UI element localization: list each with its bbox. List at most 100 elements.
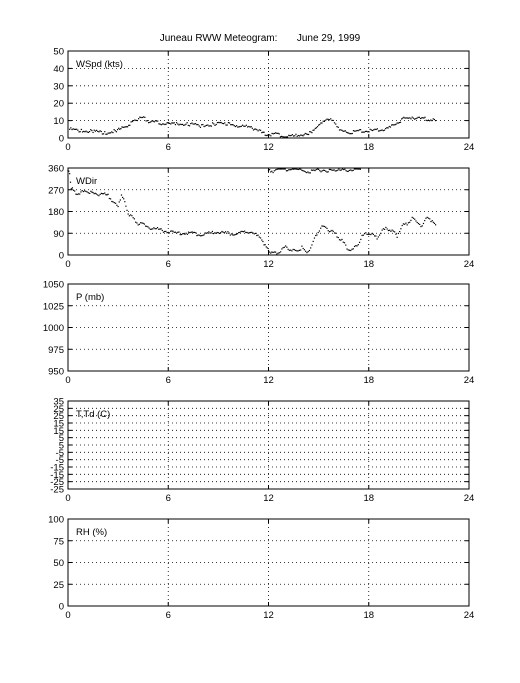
wspd-data-point bbox=[180, 123, 182, 126]
wspd-y-tick-label: 30 bbox=[53, 81, 64, 92]
wdir-data-point bbox=[137, 224, 139, 226]
wspd-data-point bbox=[91, 129, 93, 132]
wdir-data-point bbox=[292, 248, 294, 251]
wdir-data-point bbox=[305, 250, 307, 252]
wdir-data-point bbox=[126, 209, 128, 211]
wspd-data-point bbox=[364, 130, 367, 133]
wspd-data-point bbox=[137, 118, 140, 120]
wdir-data-point bbox=[414, 218, 416, 220]
wdir-data-point bbox=[430, 220, 432, 223]
wdir-data-point bbox=[99, 193, 101, 195]
wdir-data-point bbox=[247, 232, 249, 234]
wdir-data-point bbox=[239, 231, 241, 234]
rh-x-tick-label: 0 bbox=[65, 610, 70, 621]
wspd-data-point bbox=[368, 131, 370, 133]
wspd-data-point bbox=[302, 135, 304, 137]
wspd-data-point bbox=[243, 125, 245, 127]
wdir-panel-label: WDir bbox=[76, 176, 97, 187]
wdir-data-point bbox=[69, 173, 71, 175]
wspd-data-point bbox=[70, 127, 72, 129]
wdir-data-point bbox=[87, 192, 90, 194]
wspd-data-point bbox=[160, 124, 162, 126]
wspd-data-point bbox=[379, 130, 381, 132]
wspd-data-point bbox=[185, 123, 187, 125]
wdir-data-point bbox=[320, 227, 322, 229]
wdir-data-point bbox=[275, 251, 277, 253]
pressure-y-tick-label: 1050 bbox=[43, 280, 64, 291]
wdir-data-point bbox=[278, 252, 280, 254]
wspd-data-point bbox=[121, 126, 123, 128]
wdir-data-point bbox=[429, 218, 431, 220]
wdir-data-point bbox=[131, 215, 133, 217]
wdir-data-point bbox=[160, 228, 162, 230]
wdir-data-point bbox=[191, 231, 193, 233]
wdir-data-point bbox=[104, 192, 106, 194]
wspd-data-point bbox=[161, 123, 164, 125]
wspd-data-point bbox=[269, 134, 271, 136]
wspd-data-point bbox=[198, 125, 200, 127]
wspd-data-point bbox=[235, 125, 238, 127]
wdir-data-point bbox=[296, 250, 298, 252]
rh-panel-label: RH (%) bbox=[76, 527, 107, 538]
wspd-data-point bbox=[320, 122, 322, 124]
temperature-y-tick-label: -15 bbox=[50, 470, 64, 481]
wspd-data-point bbox=[294, 135, 296, 137]
wdir-data-point bbox=[313, 169, 315, 171]
wspd-data-point bbox=[190, 123, 192, 125]
wspd-data-point bbox=[318, 124, 320, 126]
wdir-data-point bbox=[272, 171, 274, 174]
wspd-data-point bbox=[97, 130, 99, 133]
wdir-data-point bbox=[286, 170, 289, 172]
wspd-data-point bbox=[319, 123, 321, 126]
wspd-data-point bbox=[186, 122, 188, 124]
wspd-data-point bbox=[153, 121, 155, 123]
wspd-data-point bbox=[86, 131, 88, 133]
wspd-data-point bbox=[283, 136, 285, 138]
wspd-data-point bbox=[383, 129, 386, 131]
temperature-y-tick-label: 35 bbox=[53, 397, 64, 408]
wdir-x-tick-label: 12 bbox=[263, 259, 274, 270]
panel-wspd: 0 6 12 18 24 0 10 20 30 40 50 WSpd (kts) bbox=[53, 47, 474, 154]
wdir-data-point bbox=[321, 225, 323, 227]
wdir-data-point bbox=[152, 228, 154, 230]
wdir-data-point bbox=[357, 244, 359, 246]
wspd-data-point bbox=[116, 129, 119, 131]
wdir-data-point bbox=[312, 169, 314, 171]
wdir-data-point bbox=[336, 236, 338, 238]
wspd-data-point bbox=[176, 122, 178, 124]
wspd-data-point bbox=[380, 129, 382, 132]
wdir-data-point bbox=[371, 232, 373, 235]
wspd-data-point bbox=[328, 119, 331, 121]
wdir-data-point bbox=[279, 168, 282, 170]
wdir-data-point bbox=[331, 229, 333, 232]
wspd-data-point bbox=[271, 132, 273, 135]
wspd-data-point bbox=[150, 121, 152, 123]
wspd-data-point bbox=[332, 119, 334, 122]
wdir-data-point bbox=[259, 237, 262, 239]
wspd-data-point bbox=[349, 133, 351, 135]
wspd-data-point bbox=[404, 117, 406, 119]
wdir-data-point bbox=[246, 231, 248, 234]
wdir-data-point bbox=[67, 169, 69, 172]
wdir-data-point bbox=[291, 250, 293, 252]
wdir-data-point bbox=[135, 221, 137, 223]
wspd-data-point bbox=[258, 129, 260, 131]
wdir-data-point bbox=[404, 223, 406, 225]
wdir-data-point bbox=[95, 193, 98, 195]
temperature-x-tick-label: 0 bbox=[65, 493, 70, 504]
wspd-data-point bbox=[212, 122, 214, 124]
wdir-data-point bbox=[185, 232, 187, 234]
wdir-data-point bbox=[359, 168, 361, 170]
wdir-data-point bbox=[316, 168, 319, 170]
wdir-data-point bbox=[155, 228, 157, 230]
wdir-data-point bbox=[211, 230, 214, 233]
wspd-data-point bbox=[389, 126, 392, 128]
wspd-data-point bbox=[128, 124, 130, 126]
wdir-data-point bbox=[235, 233, 237, 235]
wdir-data-point bbox=[409, 221, 411, 223]
wdir-data-point bbox=[415, 220, 417, 222]
wspd-series bbox=[69, 116, 437, 138]
wdir-data-point bbox=[431, 220, 433, 222]
wdir-data-point bbox=[361, 234, 363, 237]
wspd-data-point bbox=[336, 125, 338, 128]
